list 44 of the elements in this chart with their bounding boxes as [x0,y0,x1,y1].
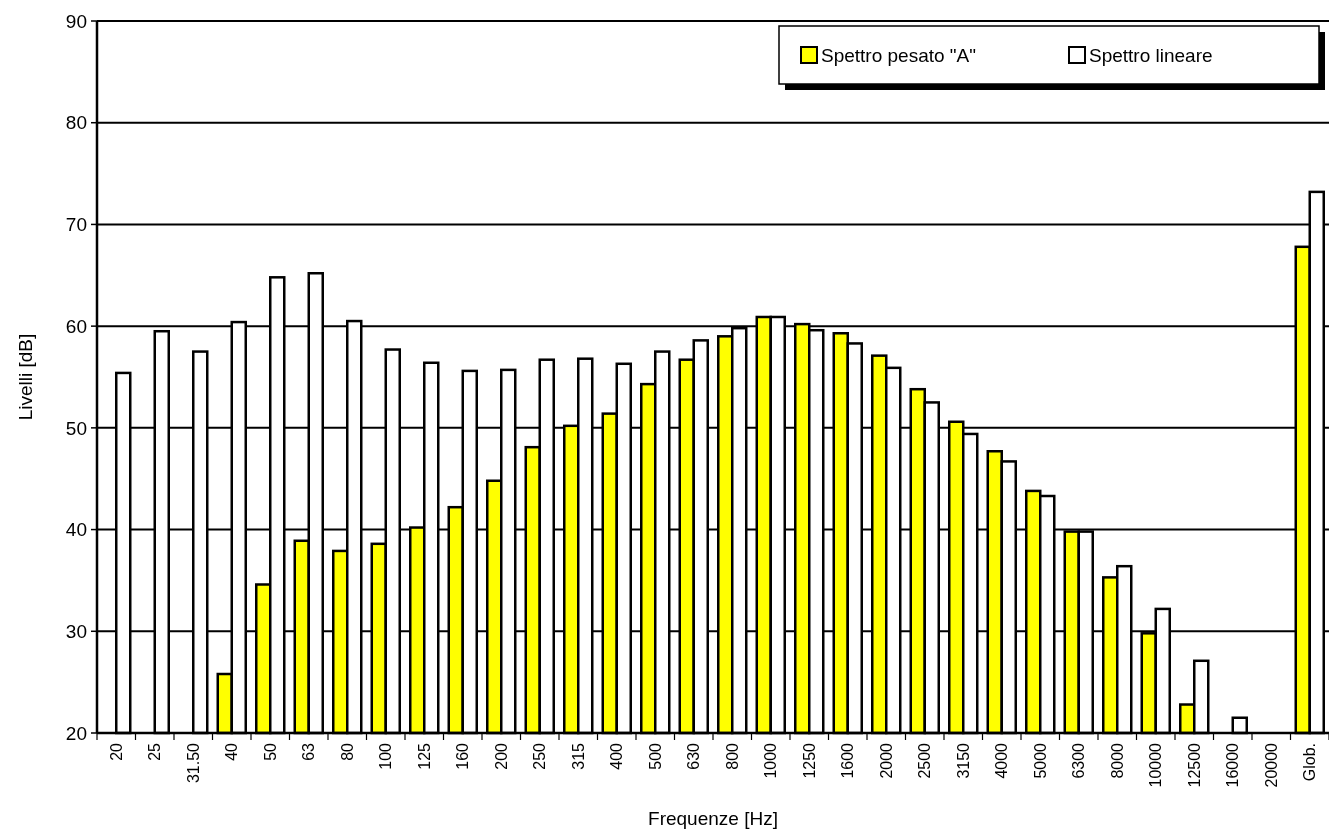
x-tick-label: 1600 [839,742,857,779]
x-tick-label: 63 [300,742,318,761]
x-tick-label: 125 [415,742,433,770]
x-tick-label: 630 [685,742,703,770]
x-tick-label: 500 [646,742,664,770]
x-tick-label: 400 [608,742,626,770]
y-tick-label: 80 [65,112,87,134]
x-axis-title: Frequenze [Hz] [648,808,778,829]
x-tick-label: 20000 [1262,742,1280,788]
x-tick-label: 250 [531,742,549,770]
y-tick-label: 20 [65,722,87,744]
x-tick-label: 1000 [762,742,780,779]
x-tick-label: 31.50 [184,742,202,784]
legend-label: Spettro lineare [1089,44,1213,66]
x-tick-label: 315 [569,742,587,770]
x-tick-label: 800 [723,742,741,770]
x-tick-label: 50 [261,742,279,761]
y-tick-label: 30 [65,620,87,642]
x-tick-label: 20 [107,742,125,761]
y-axis-title: Livelli [dB] [15,333,36,421]
x-tick-label: 1250 [800,742,818,779]
y-tick-label: 40 [65,519,87,541]
x-tick-label: 2500 [916,742,934,779]
x-tick-label: 200 [492,742,510,770]
x-tick-label: 6300 [1070,742,1088,779]
x-tick-label: 100 [377,742,395,770]
x-tick-label: 3150 [954,742,972,779]
y-tick-label: 90 [65,10,87,32]
x-tick-label: Glob. [1301,743,1319,782]
y-tick-label: 60 [65,315,87,337]
x-tick-label: 4000 [993,742,1011,779]
x-tick-label: 5000 [1031,742,1049,779]
x-tick-label: 10000 [1147,742,1165,788]
x-tick-label: 160 [454,742,472,770]
x-tick-label: 2000 [877,742,895,779]
x-tick-label: 25 [146,742,164,761]
x-tick-label: 8000 [1108,742,1126,779]
legend-label: Spettro pesato "A" [821,44,977,66]
x-tick-label: 80 [338,742,356,761]
x-tick-label: 12500 [1185,742,1203,788]
x-tick-label: 16000 [1224,742,1242,788]
x-tick-label: 40 [223,742,241,761]
y-tick-label: 70 [65,214,87,236]
y-tick-label: 50 [65,417,87,439]
